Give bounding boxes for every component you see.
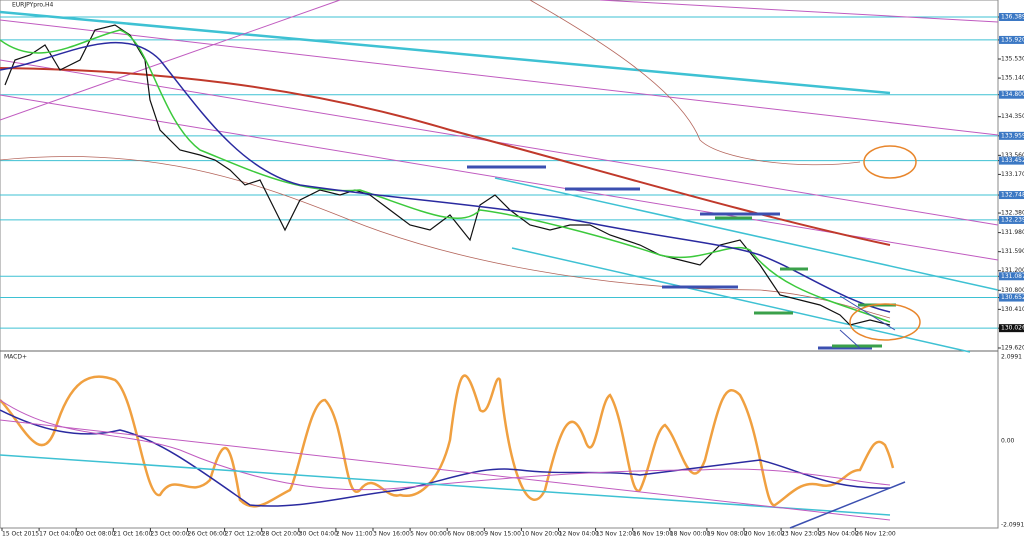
price-label: 130.652 — [1001, 294, 1024, 301]
time-label: 26 Nov 12:00 — [855, 531, 896, 538]
price-label: 131.087 — [1001, 273, 1024, 280]
moving-average — [0, 67, 891, 246]
time-label: 9 Nov 15:00 — [484, 531, 521, 538]
trend-line — [0, 419, 891, 521]
macd-label: 2.0991 — [1001, 354, 1022, 361]
time-label: 18 Nov 00:00 — [670, 531, 711, 538]
price-label: 134.350 — [1001, 113, 1024, 120]
time-label: 20 Nov 16:00 — [744, 531, 785, 538]
time-label: 23 Oct 00:00 — [150, 531, 189, 538]
time-label: 21 Oct 16:00 — [113, 531, 152, 538]
envelope — [529, 0, 861, 166]
price-label: 133.170 — [1001, 171, 1024, 178]
time-label: 20 Oct 08:00 — [76, 531, 115, 538]
trend-line — [839, 295, 896, 331]
price-label: 133.959 — [1001, 132, 1024, 139]
price-label: 132.748 — [1001, 192, 1024, 199]
trend-line — [0, 0, 341, 121]
price-box — [999, 156, 1024, 165]
macd-label: 0.00 — [1001, 438, 1015, 445]
time-label: 15 Oct 2015 — [2, 531, 39, 538]
price-box — [999, 215, 1024, 224]
price-label: 134.800 — [1001, 91, 1024, 98]
time-label: 10 Nov 20:00 — [521, 531, 562, 538]
highlight-circle — [849, 303, 921, 341]
price-label: 132.380 — [1001, 210, 1024, 217]
fast-ma — [0, 29, 891, 323]
time-label: 5 Nov 00:00 — [410, 531, 447, 538]
price-label: 130.800 — [1001, 287, 1024, 294]
drawings — [0, 0, 999, 529]
channel-line — [511, 247, 971, 353]
price-box — [999, 35, 1024, 44]
time-label: 19 Nov 08:00 — [707, 531, 748, 538]
symbol-label: EURJPYpro,H4 — [12, 2, 54, 9]
time-label: 23 Nov 23:00 — [781, 531, 822, 538]
time-label: 16 Nov 19:00 — [633, 531, 674, 538]
time-label: 26 Oct 06:00 — [188, 531, 227, 538]
slow-ma — [0, 41, 891, 313]
price-path — [4, 24, 891, 326]
time-label: 6 Nov 08:00 — [447, 531, 484, 538]
time-label: 27 Oct 12:00 — [225, 531, 264, 538]
highlight-circle — [863, 145, 917, 179]
time-label: 13 Nov 12:00 — [596, 531, 637, 538]
price-box — [999, 324, 1024, 333]
trend-line — [839, 329, 861, 349]
price-label: 131.590 — [1001, 248, 1024, 255]
time-label: 25 Nov 04:00 — [818, 531, 859, 538]
price-box — [999, 293, 1024, 302]
price-label: 133.560 — [1001, 152, 1024, 159]
price-label: 130.026 — [1001, 325, 1024, 332]
macd-label: -2.0991 — [1001, 521, 1024, 528]
macd-histogram — [0, 374, 895, 508]
price-label: 136.389 — [1001, 14, 1024, 21]
time-label: 3 Nov 16:00 — [373, 531, 410, 538]
trend-line — [0, 10, 891, 95]
price-label: 135.920 — [1001, 36, 1024, 43]
price-label: 129.620 — [1001, 345, 1024, 352]
indicator-label: MACD+ — [4, 354, 27, 361]
trend-line — [599, 0, 999, 23]
price-box — [999, 13, 1024, 21]
time-label: 12 Nov 04:00 — [559, 531, 600, 538]
price-box — [999, 191, 1024, 200]
trend-line — [0, 19, 999, 136]
trend-line — [0, 454, 891, 516]
price-label: 135.140 — [1001, 75, 1024, 82]
price-label: 131.200 — [1001, 267, 1024, 274]
price-label: 133.452 — [1001, 157, 1024, 164]
price-box — [999, 131, 1024, 140]
time-label: 2 Nov 11:00 — [336, 531, 373, 538]
plot-frame — [0, 0, 999, 529]
trend-line — [789, 481, 906, 529]
channel-line — [494, 177, 999, 291]
time-label: 28 Oct 20:00 — [262, 531, 301, 538]
price-label: 130.410 — [1001, 306, 1024, 313]
price-label: 135.530 — [1001, 56, 1024, 63]
price-box — [999, 90, 1024, 99]
price-label: 131.980 — [1001, 229, 1024, 236]
price-label: 132.239 — [1001, 216, 1024, 223]
envelope — [0, 156, 891, 319]
signal-line — [0, 399, 891, 491]
time-label: 30 Oct 04:00 — [299, 531, 338, 538]
price-box — [999, 272, 1024, 281]
macd-line — [0, 409, 891, 507]
time-label: 17 Oct 04:00 — [39, 531, 78, 538]
